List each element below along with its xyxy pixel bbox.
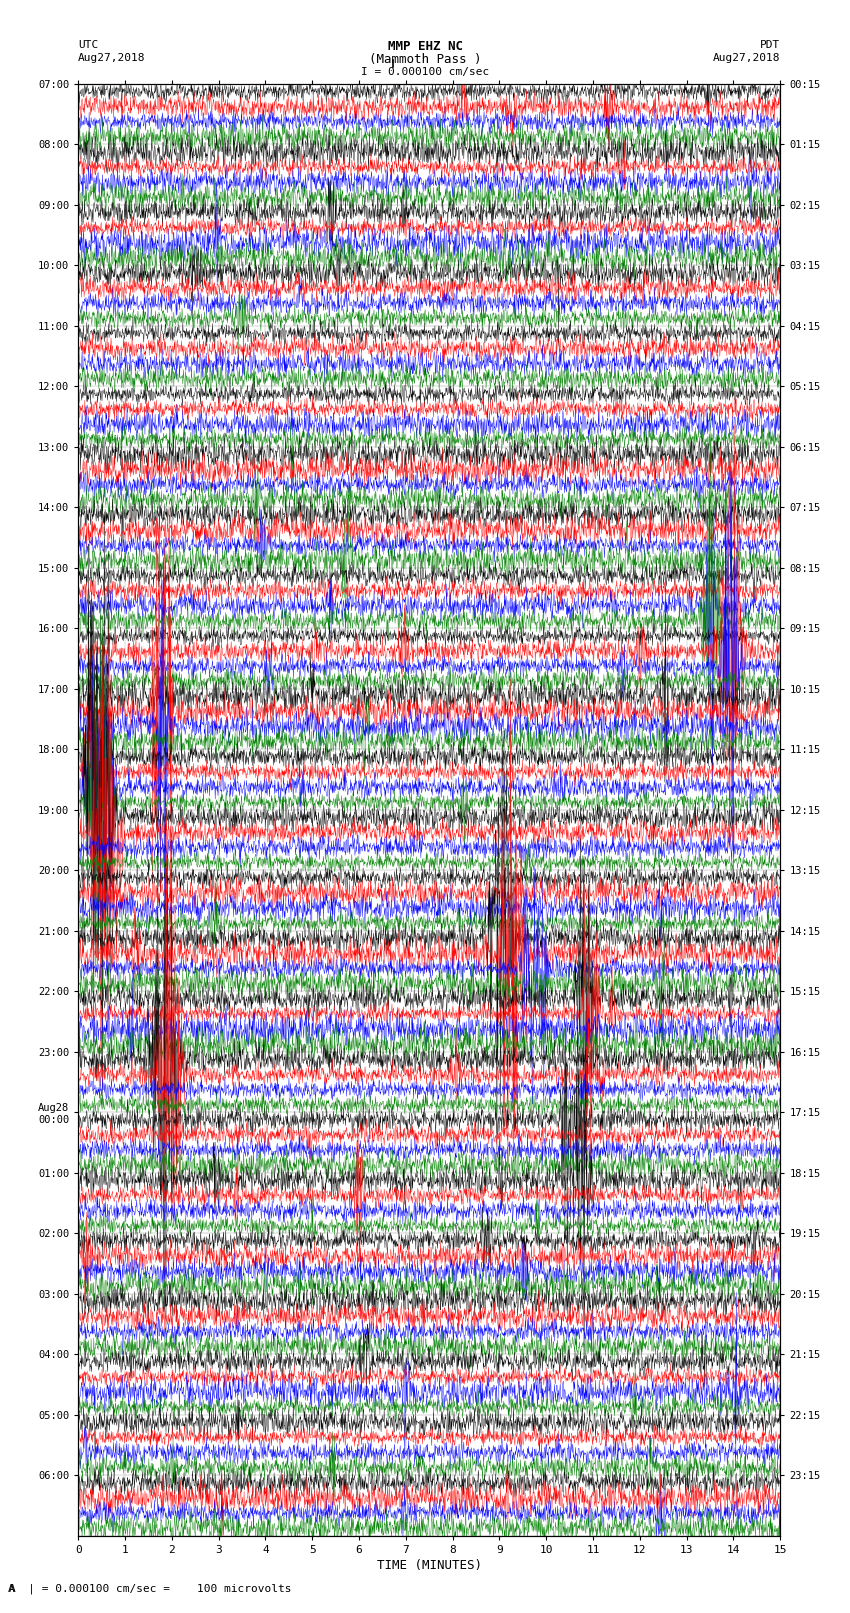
Text: PDT: PDT [760,39,780,50]
Text: UTC: UTC [78,39,99,50]
Text: A: A [8,1584,15,1594]
Text: MMP EHZ NC: MMP EHZ NC [388,39,462,53]
Text: I = 0.000100 cm/sec: I = 0.000100 cm/sec [361,66,489,77]
Text: A  | = 0.000100 cm/sec =    100 microvolts: A | = 0.000100 cm/sec = 100 microvolts [8,1582,292,1594]
Text: Aug27,2018: Aug27,2018 [78,53,145,63]
Text: Aug27,2018: Aug27,2018 [713,53,780,63]
Text: (Mammoth Pass ): (Mammoth Pass ) [369,53,481,66]
X-axis label: TIME (MINUTES): TIME (MINUTES) [377,1558,482,1571]
